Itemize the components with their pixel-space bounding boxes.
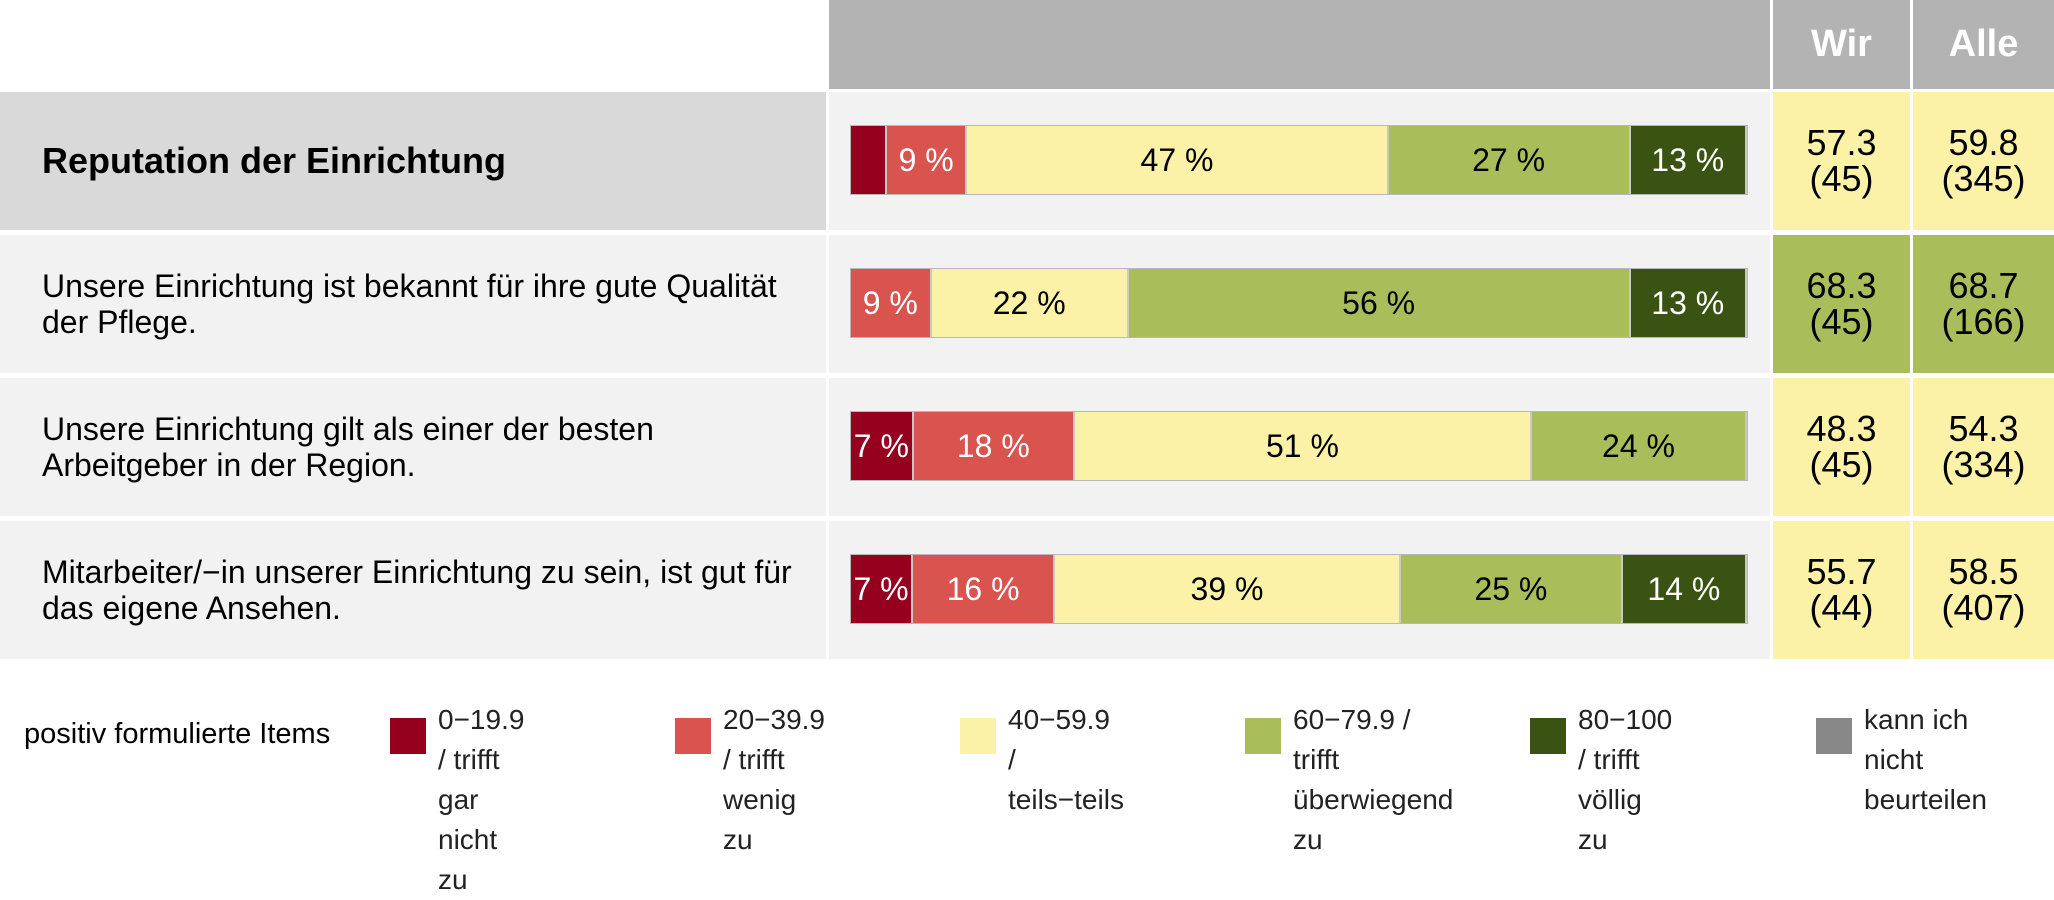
- legend-swatch: [960, 718, 996, 754]
- legend-label-line2: teils−teils: [1008, 784, 1124, 815]
- value-cell-alle: 58.5 (407): [1913, 521, 2054, 659]
- legend-label-line1: kann ich nicht: [1864, 704, 1969, 775]
- section-title: Reputation der Einrichtung: [0, 92, 826, 230]
- legend-swatch: [1245, 718, 1281, 754]
- bar-segment: 16 %: [913, 555, 1056, 623]
- value-cell-wir: 48.3 (45): [1773, 378, 1910, 516]
- mean-value: 55.7: [1806, 551, 1877, 592]
- legend-label-line2: wenig zu: [723, 784, 797, 855]
- bar-segment: 25 %: [1401, 555, 1623, 623]
- value-cell-alle: 68.7 (166): [1913, 235, 2054, 373]
- bar-cell: 9 % 22 % 56 % 13 %: [829, 235, 1770, 373]
- legend-label-line1: 40−59.9 /: [1008, 704, 1110, 775]
- legend-swatch: [675, 718, 711, 754]
- column-header-wir: Wir: [1773, 0, 1910, 89]
- stacked-bar: 9 % 47 % 27 % 13 %: [850, 125, 1748, 195]
- legend-label-line1: 20−39.9 / trifft: [723, 704, 825, 775]
- count-value: (334): [1941, 444, 2026, 485]
- chart-header-bar: [829, 0, 1770, 89]
- legend-label-line2: überwiegend zu: [1293, 784, 1454, 855]
- item-label: Mitarbeiter/−in unserer Einrichtung zu s…: [0, 521, 826, 659]
- bar-cell: 7 % 16 % 39 % 25 % 14 %: [829, 521, 1770, 659]
- bar-segment: 14 %: [1622, 555, 1747, 623]
- legend-label-line1: 80−100 / trifft: [1578, 704, 1673, 775]
- legend-swatch: [1530, 718, 1566, 754]
- bar-segment: 56 %: [1128, 269, 1631, 337]
- bar-segment: 51 %: [1075, 412, 1532, 480]
- legend-label-line1: 60−79.9 / trifft: [1293, 704, 1411, 775]
- count-value: (44): [1809, 587, 1874, 628]
- legend-label-line2: nicht zu: [438, 824, 498, 895]
- mean-value: 48.3: [1806, 408, 1877, 449]
- bar-segment: 13 %: [1630, 269, 1747, 337]
- bar-segment: 39 %: [1055, 555, 1401, 623]
- count-value: (166): [1941, 301, 2026, 342]
- mean-value: 58.5: [1948, 551, 2019, 592]
- mean-value: 54.3: [1948, 408, 2019, 449]
- value-cell-alle: 54.3 (334): [1913, 378, 2054, 516]
- bar-cell: 9 % 47 % 27 % 13 %: [829, 92, 1770, 230]
- bar-segment: 18 %: [913, 412, 1075, 480]
- bar-segment: 7 %: [851, 555, 914, 623]
- legend-title: positiv formulierte Items: [24, 718, 331, 750]
- value-cell-wir: 57.3 (45): [1773, 92, 1910, 230]
- bar-segment: 22 %: [931, 269, 1129, 337]
- count-value: (45): [1809, 444, 1874, 485]
- bar-segment: 47 %: [967, 126, 1389, 194]
- stacked-bar: 7 % 16 % 39 % 25 % 14 %: [850, 554, 1748, 624]
- bar-segment: 9 %: [886, 126, 968, 194]
- count-value: (345): [1941, 158, 2026, 199]
- item-label: Unsere Einrichtung gilt als einer der be…: [0, 378, 826, 516]
- bar-segment: 27 %: [1388, 126, 1631, 194]
- mean-value: 68.7: [1948, 265, 2019, 306]
- bar-segment: [851, 126, 887, 194]
- mean-value: 59.8: [1948, 122, 2019, 163]
- value-cell-wir: 55.7 (44): [1773, 521, 1910, 659]
- stacked-bar: 7 % 18 % 51 % 24 %: [850, 411, 1748, 481]
- bar-segment: 7 %: [851, 412, 914, 480]
- bar-segment: 24 %: [1531, 412, 1747, 480]
- mean-value: 68.3: [1806, 265, 1877, 306]
- bar-segment: 13 %: [1630, 126, 1747, 194]
- bar-cell: 7 % 18 % 51 % 24 %: [829, 378, 1770, 516]
- bar-segment: 9 %: [851, 269, 932, 337]
- legend-label-line2: völlig zu: [1578, 784, 1642, 855]
- column-header-alle: Alle: [1913, 0, 2054, 89]
- legend-swatch: [1816, 718, 1852, 754]
- legend-label-line2: beurteilen: [1864, 784, 1987, 815]
- item-label: Unsere Einrichtung ist bekannt für ihre …: [0, 235, 826, 373]
- legend-label-line1: 0−19.9 / trifft gar: [438, 704, 525, 815]
- legend: positiv formulierte Items 0−19.9 / triff…: [0, 690, 2054, 895]
- count-value: (45): [1809, 301, 1874, 342]
- value-cell-alle: 59.8 (345): [1913, 92, 2054, 230]
- value-cell-wir: 68.3 (45): [1773, 235, 1910, 373]
- count-value: (45): [1809, 158, 1874, 199]
- legend-swatch: [390, 718, 426, 754]
- stacked-bar: 9 % 22 % 56 % 13 %: [850, 268, 1748, 338]
- mean-value: 57.3: [1806, 122, 1877, 163]
- count-value: (407): [1941, 587, 2026, 628]
